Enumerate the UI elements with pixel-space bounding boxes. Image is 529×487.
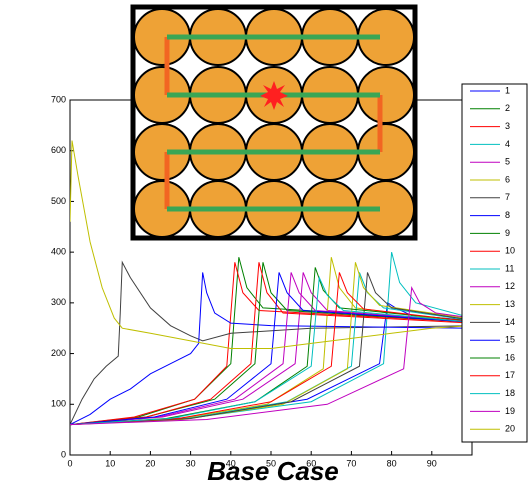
y-tick-label: 100 — [51, 399, 66, 409]
legend-label: 13 — [505, 299, 515, 309]
series-line — [70, 260, 462, 425]
legend-label: 3 — [505, 121, 510, 131]
series-line — [70, 272, 462, 426]
y-tick-label: 400 — [51, 247, 66, 257]
series-line — [70, 275, 462, 426]
legend-label: 15 — [505, 335, 515, 345]
plot-lines — [70, 140, 462, 426]
legend-label: 6 — [505, 174, 510, 184]
legend-label: 18 — [505, 388, 515, 398]
legend-label: 17 — [505, 370, 515, 380]
y-tick-label: 600 — [51, 145, 66, 155]
x-tick-label: 60 — [306, 458, 316, 468]
x-tick-label: 40 — [226, 458, 236, 468]
series-line — [70, 272, 462, 426]
inset-diagram — [130, 4, 418, 241]
x-tick-label: 70 — [346, 458, 356, 468]
legend-label: 16 — [505, 352, 515, 362]
legend-label: 1 — [505, 85, 510, 95]
series-line — [70, 272, 462, 426]
y-tick-label: 0 — [61, 449, 66, 459]
legend-label: 5 — [505, 157, 510, 167]
x-tick-label: 90 — [427, 458, 437, 468]
legend-label: 4 — [505, 139, 510, 149]
y-tick-label: 300 — [51, 297, 66, 307]
legend-label: 7 — [505, 192, 510, 202]
legend-label: 10 — [505, 246, 515, 256]
x-tick-label: 20 — [145, 458, 155, 468]
series-line — [70, 262, 462, 426]
legend-label: 19 — [505, 406, 515, 416]
x-tick-label: 0 — [67, 458, 72, 468]
legend-label: 14 — [505, 317, 515, 327]
legend-label: 2 — [505, 103, 510, 113]
chart-title: Base Case — [207, 456, 339, 486]
y-tick-label: 700 — [51, 94, 66, 104]
series-line — [70, 285, 462, 426]
connectors — [164, 37, 383, 209]
legend-label: 20 — [505, 424, 515, 434]
legend-label: 9 — [505, 228, 510, 238]
y-tick-label: 500 — [51, 196, 66, 206]
x-tick-label: 10 — [105, 458, 115, 468]
series-line — [70, 272, 462, 426]
series-line — [70, 140, 462, 349]
fault-star — [260, 81, 288, 110]
legend-label: 11 — [505, 263, 514, 273]
legend-box — [461, 83, 528, 443]
series-line — [70, 257, 462, 426]
x-tick-label: 30 — [186, 458, 196, 468]
x-tick-label: 50 — [266, 458, 276, 468]
x-tick-label: 80 — [387, 458, 397, 468]
legend-label: 8 — [505, 210, 510, 220]
y-tick-label: 200 — [51, 348, 66, 358]
series-line — [70, 262, 462, 426]
series-line — [70, 272, 462, 426]
legend-label: 12 — [505, 281, 515, 291]
series-line — [70, 272, 462, 426]
